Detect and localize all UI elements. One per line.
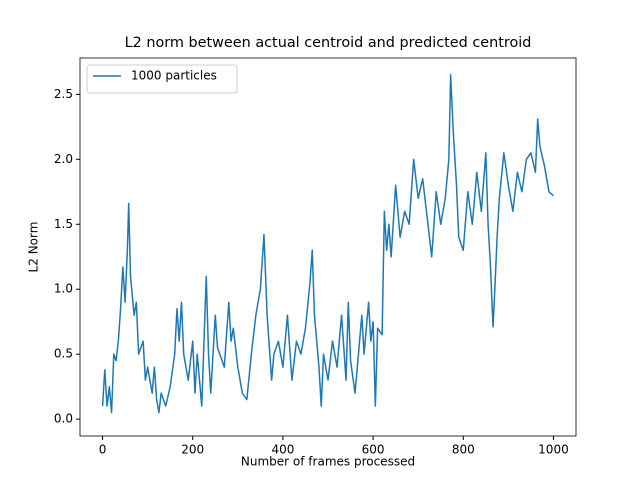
x-axis-label: Number of frames processed [241, 455, 415, 469]
y-tick-label: 0.5 [54, 347, 73, 361]
y-tick-label: 1.0 [54, 282, 73, 296]
x-tick-label: 600 [362, 443, 385, 457]
legend-box [86, 64, 238, 94]
x-tick-label: 0 [99, 443, 107, 457]
legend-label: 1000 particles [131, 69, 217, 83]
y-tick-label: 0.0 [54, 412, 73, 426]
x-tick-label: 200 [181, 443, 204, 457]
x-tick-label: 800 [452, 443, 475, 457]
x-tick-label: 400 [271, 443, 294, 457]
chart-title: L2 norm between actual centroid and pred… [125, 35, 532, 51]
y-tick-label: 2.5 [54, 87, 73, 101]
y-axis-label: L2 Norm [27, 222, 41, 273]
plot-frame [79, 57, 577, 437]
y-tick-label: 1.5 [54, 217, 73, 231]
y-tick-label: 2.0 [54, 152, 73, 166]
data-line [101, 74, 554, 414]
x-tick-label: 1000 [538, 443, 569, 457]
